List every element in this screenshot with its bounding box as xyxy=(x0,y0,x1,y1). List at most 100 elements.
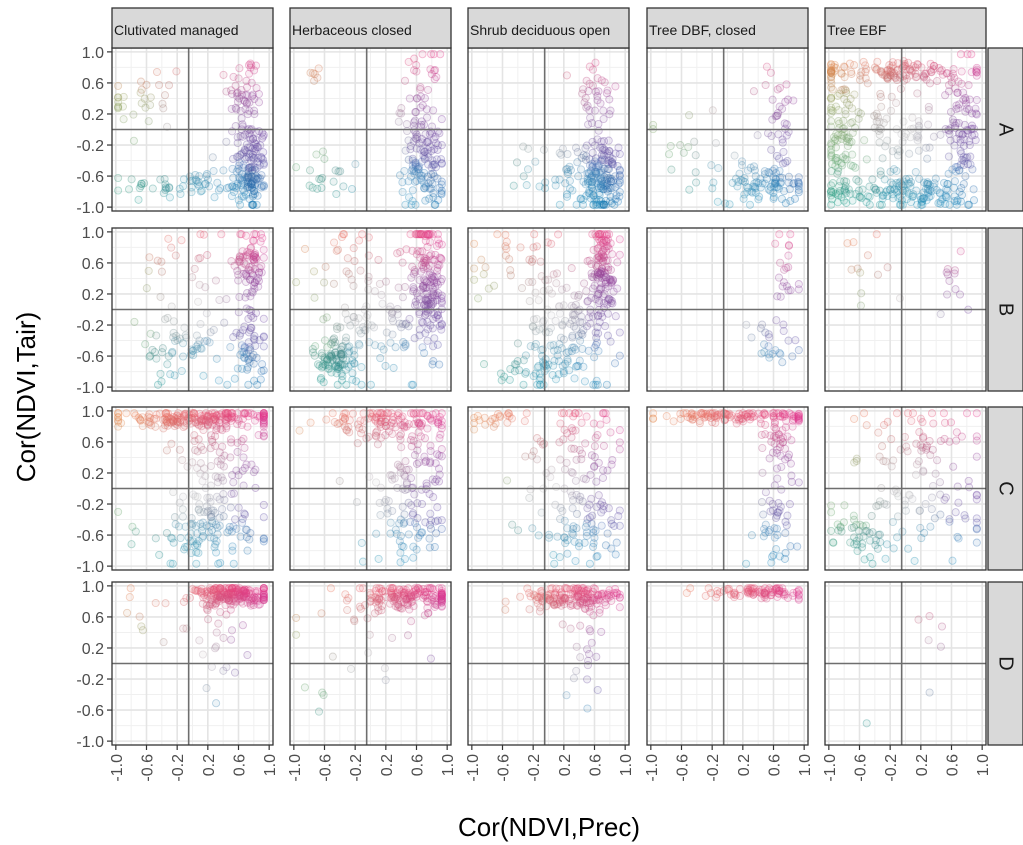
data-point xyxy=(522,181,531,190)
data-point xyxy=(234,270,243,279)
data-point xyxy=(529,315,538,324)
data-point xyxy=(596,143,605,152)
data-point xyxy=(238,170,247,179)
data-point xyxy=(230,374,239,383)
data-point xyxy=(417,176,426,185)
data-point xyxy=(250,66,259,75)
data-point xyxy=(258,155,268,164)
data-point xyxy=(254,143,263,152)
data-point xyxy=(216,608,225,617)
data-point xyxy=(259,132,268,141)
data-point xyxy=(248,200,257,209)
data-point xyxy=(475,416,484,425)
data-point xyxy=(583,504,592,513)
data-point xyxy=(794,346,803,355)
data-point xyxy=(227,104,236,113)
data-point xyxy=(902,442,911,451)
data-point xyxy=(606,428,615,437)
data-point xyxy=(317,349,326,358)
data-point xyxy=(531,288,540,297)
data-point xyxy=(589,191,598,200)
x-tick-label: -1.0 xyxy=(465,754,482,782)
data-point xyxy=(556,419,565,428)
data-point xyxy=(429,189,438,198)
data-point xyxy=(361,326,370,335)
data-point xyxy=(219,166,228,175)
data-point xyxy=(250,163,259,172)
data-point xyxy=(150,348,159,357)
data-point xyxy=(606,106,615,115)
data-point xyxy=(769,193,778,202)
data-point xyxy=(251,139,260,149)
data-point xyxy=(251,147,260,156)
data-point xyxy=(118,102,127,111)
data-point xyxy=(562,458,571,467)
data-point xyxy=(259,342,268,351)
data-point xyxy=(589,593,599,603)
data-point xyxy=(129,110,138,119)
data-point xyxy=(760,348,769,357)
data-point xyxy=(418,101,427,110)
data-point xyxy=(572,455,581,464)
data-point xyxy=(573,148,582,157)
data-point xyxy=(418,528,427,537)
data-point xyxy=(926,192,935,201)
y-tick-label: 0.2 xyxy=(82,287,104,304)
data-point xyxy=(151,414,160,423)
data-point xyxy=(310,293,319,302)
data-point xyxy=(528,524,537,533)
data-point xyxy=(178,455,187,465)
data-point xyxy=(547,239,556,248)
data-point xyxy=(430,172,439,181)
data-point xyxy=(784,263,793,272)
data-point xyxy=(204,615,213,624)
data-point xyxy=(247,179,256,188)
data-point xyxy=(384,427,394,436)
data-point xyxy=(352,498,361,507)
data-point xyxy=(762,62,771,71)
data-point xyxy=(314,707,324,716)
data-point xyxy=(238,132,247,141)
data-point xyxy=(939,409,948,418)
data-point xyxy=(601,146,610,155)
data-point xyxy=(961,514,970,523)
data-point xyxy=(794,173,803,182)
data-point xyxy=(309,69,318,78)
data-point xyxy=(333,419,342,429)
data-point xyxy=(956,50,965,59)
data-point xyxy=(778,173,787,182)
data-point xyxy=(936,510,945,519)
data-point xyxy=(407,380,416,389)
data-point xyxy=(956,247,965,256)
data-point xyxy=(591,340,601,349)
data-point xyxy=(856,268,865,277)
data-point xyxy=(416,85,425,94)
data-point xyxy=(773,85,782,94)
y-tick-label: -1.0 xyxy=(76,734,104,751)
data-point xyxy=(530,230,539,239)
data-point xyxy=(413,163,422,172)
data-point xyxy=(192,176,201,185)
data-point xyxy=(859,57,868,66)
data-point xyxy=(196,187,205,196)
data-point xyxy=(842,198,851,207)
data-point xyxy=(571,300,580,309)
data-point xyxy=(159,638,168,647)
data-point xyxy=(416,92,425,101)
data-point xyxy=(355,602,364,611)
data-point xyxy=(781,97,790,106)
data-point xyxy=(510,367,519,376)
data-point xyxy=(942,185,951,194)
data-point xyxy=(196,344,205,353)
data-point xyxy=(709,178,718,187)
data-point xyxy=(732,419,741,428)
data-point xyxy=(769,550,778,560)
data-point xyxy=(479,270,488,279)
data-point xyxy=(164,234,173,243)
data-point xyxy=(227,626,237,635)
data-point xyxy=(827,526,836,535)
data-point xyxy=(412,130,421,139)
data-point xyxy=(244,153,253,162)
data-point xyxy=(114,507,123,516)
data-point xyxy=(514,526,523,535)
